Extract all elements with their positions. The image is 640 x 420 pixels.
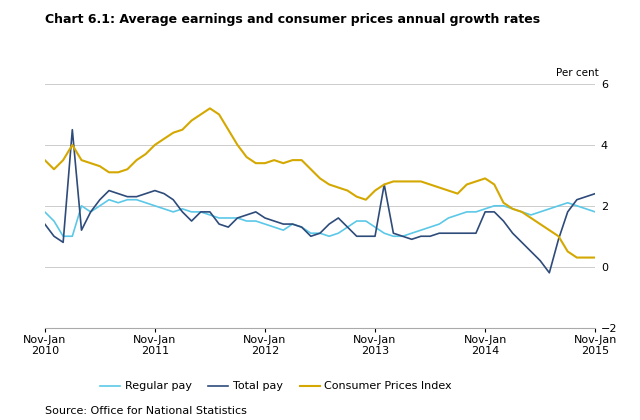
Total pay — [545, 270, 553, 276]
Regular pay — [41, 209, 49, 214]
Regular pay — [252, 218, 260, 223]
Total pay — [41, 221, 49, 226]
Total pay — [380, 182, 388, 187]
Consumer Prices Index — [41, 158, 49, 163]
Consumer Prices Index — [527, 215, 535, 220]
Line: Total pay: Total pay — [45, 130, 595, 273]
Regular pay — [60, 234, 67, 239]
Total pay — [527, 249, 535, 254]
Total pay — [344, 225, 351, 230]
Consumer Prices Index — [591, 255, 599, 260]
Total pay — [68, 127, 76, 132]
Consumer Prices Index — [170, 130, 177, 135]
Regular pay — [105, 197, 113, 202]
Text: Chart 6.1: Average earnings and consumer prices annual growth rates: Chart 6.1: Average earnings and consumer… — [45, 13, 540, 26]
Text: Source: Office for National Statistics: Source: Office for National Statistics — [45, 406, 246, 416]
Consumer Prices Index — [151, 142, 159, 147]
Total pay — [591, 191, 599, 196]
Regular pay — [390, 234, 397, 239]
Text: Per cent: Per cent — [556, 68, 598, 78]
Consumer Prices Index — [573, 255, 580, 260]
Regular pay — [170, 209, 177, 214]
Line: Regular pay: Regular pay — [45, 200, 595, 236]
Total pay — [243, 213, 250, 218]
Line: Consumer Prices Index: Consumer Prices Index — [45, 108, 595, 257]
Regular pay — [591, 209, 599, 214]
Consumer Prices Index — [380, 182, 388, 187]
Consumer Prices Index — [206, 106, 214, 111]
Total pay — [179, 209, 186, 214]
Total pay — [160, 191, 168, 196]
Consumer Prices Index — [243, 155, 250, 160]
Consumer Prices Index — [344, 188, 351, 193]
Regular pay — [188, 209, 195, 214]
Regular pay — [536, 209, 544, 214]
Regular pay — [353, 218, 360, 223]
Legend: Regular pay, Total pay, Consumer Prices Index: Regular pay, Total pay, Consumer Prices … — [96, 377, 456, 396]
